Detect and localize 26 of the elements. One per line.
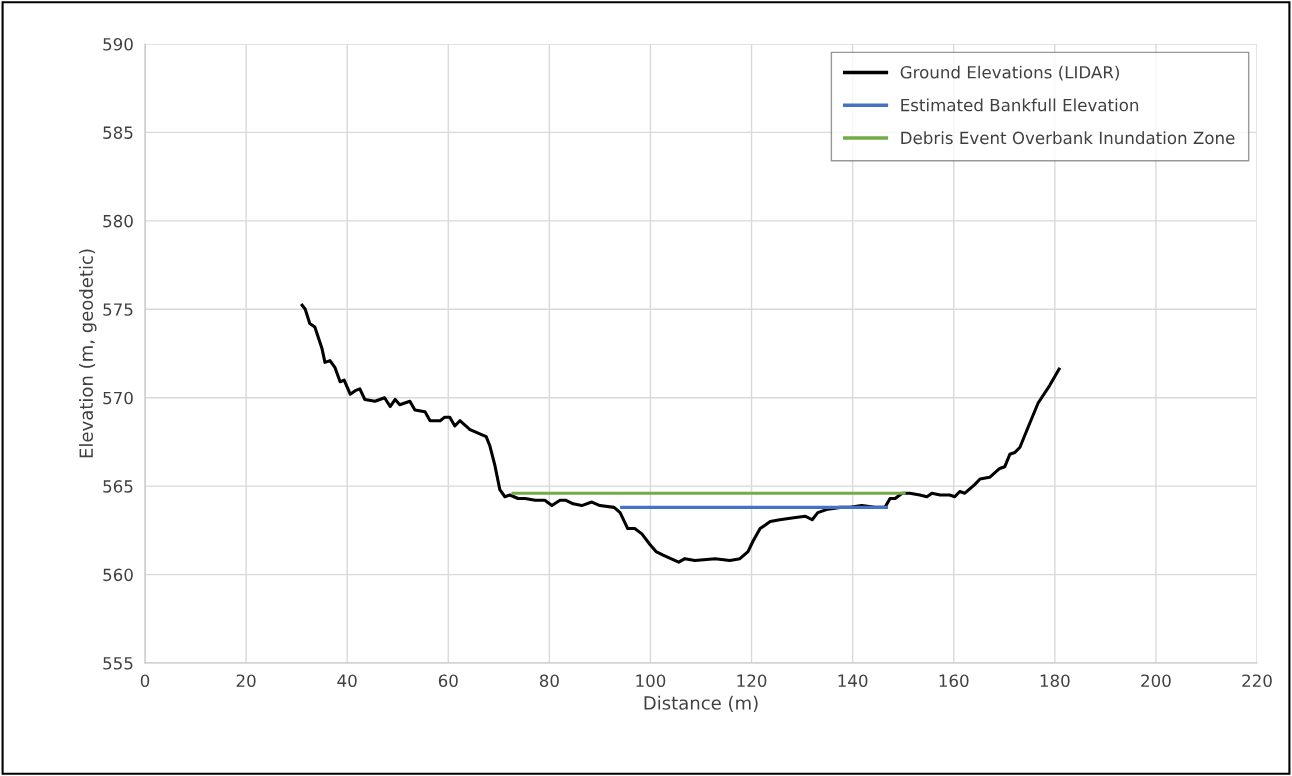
x-axis-title: Distance (m): [644, 695, 758, 712]
x-tick-label: 120: [737, 674, 767, 688]
x-tick-label: 200: [1141, 674, 1171, 688]
y-tick-label: 565: [103, 480, 133, 493]
line-series: [299, 302, 1062, 564]
y-tick-label: 560: [103, 568, 133, 582]
y-tick-label: 585: [103, 126, 133, 139]
x-tick-label: 160: [939, 674, 969, 688]
y-tick-label: 570: [103, 391, 133, 405]
x-tick-label: 40: [337, 674, 357, 688]
x-tick-label: 20: [236, 674, 256, 688]
x-tick-label: 180: [1040, 674, 1070, 688]
x-tick-label: 80: [539, 674, 559, 688]
x-tick-label: 100: [636, 674, 666, 688]
legend-label: Estimated Bankfull Elevation: [901, 98, 1139, 112]
y-tick-label: 590: [103, 37, 133, 51]
y-axis-title: Elevation (m, geodetic): [79, 249, 97, 458]
y-tick-label: 555: [103, 657, 133, 670]
legend-label: Debris Event Overbank Inundation Zone: [901, 131, 1235, 145]
x-tick-label: 220: [1242, 674, 1272, 688]
x-tick-label: 60: [438, 674, 458, 688]
y-tick-label: 575: [103, 303, 133, 316]
x-tick-label: 0: [140, 674, 150, 688]
y-tick-label: 580: [103, 214, 133, 228]
x-tick-label: 140: [838, 674, 868, 688]
legend-label: Ground Elevations (LIDAR): [900, 65, 1119, 81]
